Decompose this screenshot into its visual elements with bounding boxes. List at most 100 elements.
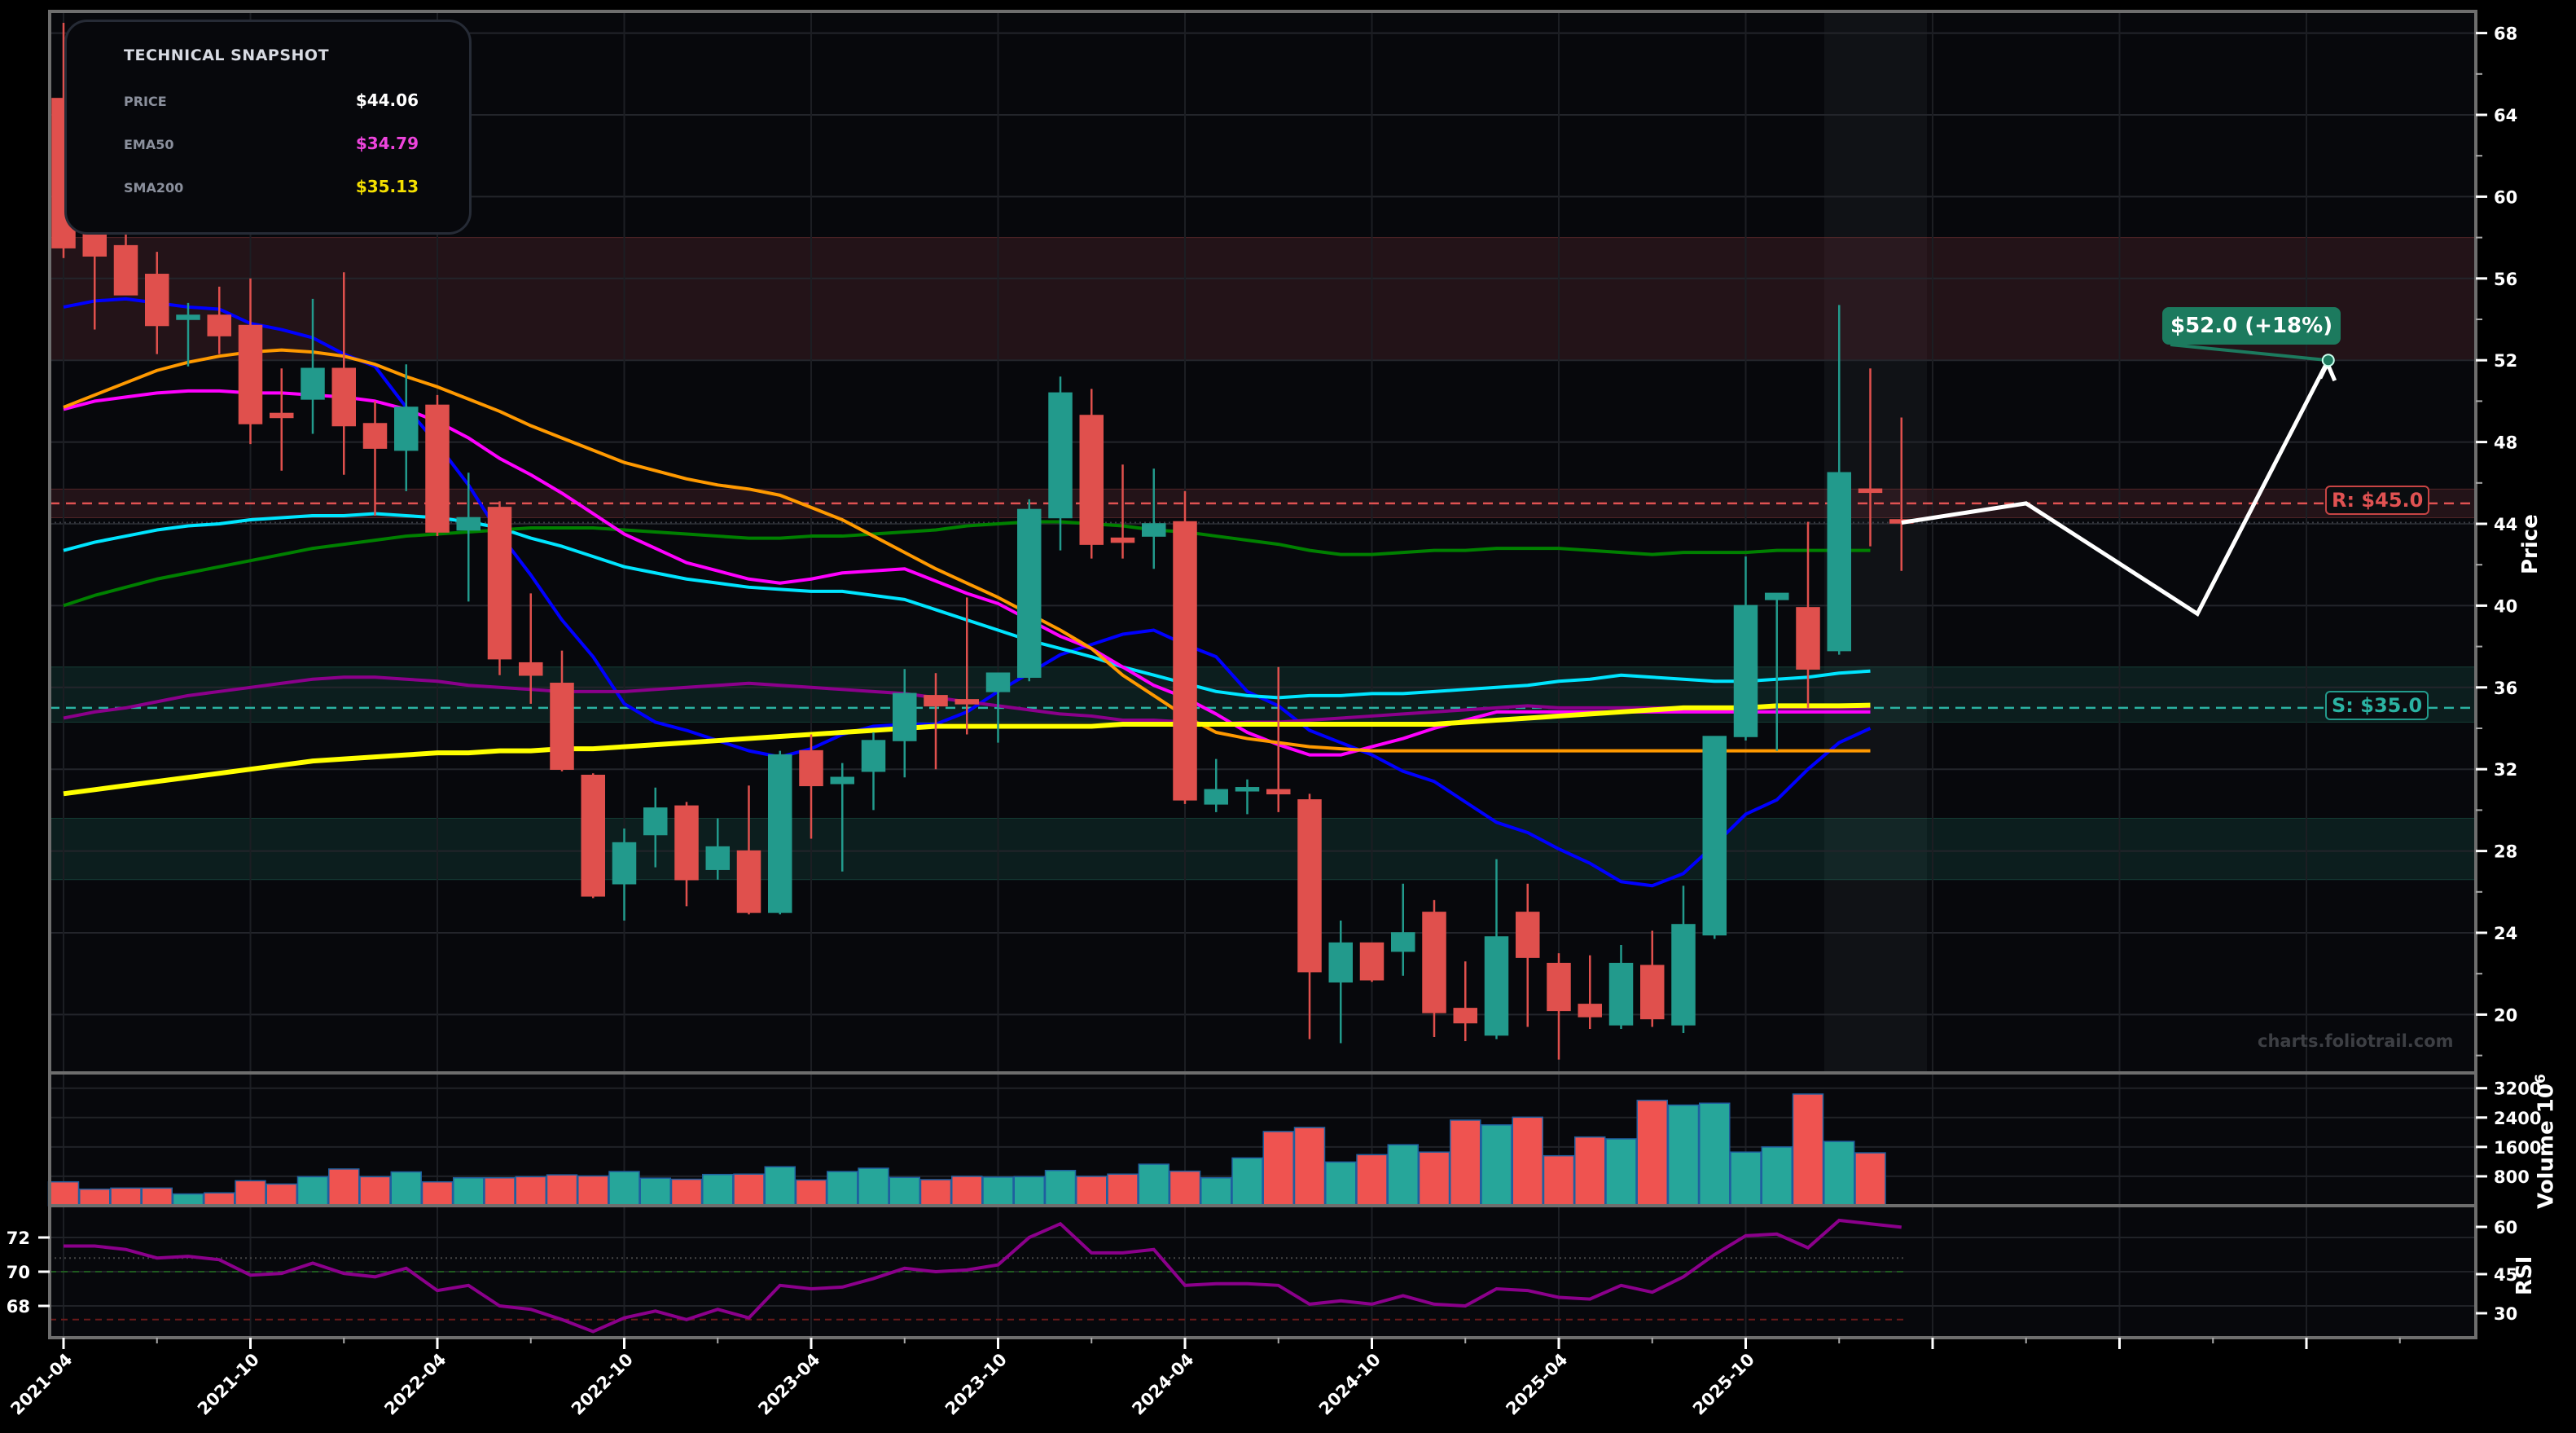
volume-bar: [1013, 1176, 1045, 1207]
candle: [331, 367, 356, 427]
candle: [1671, 924, 1696, 1026]
volume-bar: [1138, 1163, 1170, 1207]
candle: [1204, 789, 1228, 805]
svg-text:52: 52: [2494, 351, 2517, 371]
candle: [643, 807, 668, 836]
volume-bar: [546, 1174, 578, 1207]
volume-bar: [670, 1178, 703, 1207]
snapshot-value: $35.13: [355, 177, 419, 196]
volume-bar: [296, 1176, 329, 1207]
svg-text:40: 40: [2494, 596, 2517, 616]
rsi-line: [64, 1218, 1902, 1334]
line-sma100: [63, 520, 1871, 608]
snapshot-label: PRICE: [124, 94, 167, 109]
candle: [1547, 962, 1571, 1012]
candle: [487, 507, 512, 660]
candle: [1235, 787, 1260, 792]
snapshot-title: TECHNICAL SNAPSHOT: [124, 46, 330, 64]
volume-bar: [1699, 1102, 1731, 1207]
volume-bar: [1792, 1093, 1824, 1207]
volume-bar: [235, 1180, 266, 1207]
svg-text:800: 800: [2494, 1167, 2530, 1187]
volume-bar: [1450, 1119, 1481, 1207]
snapshot-value: $34.79: [355, 134, 419, 153]
volume-bar: [1667, 1104, 1700, 1207]
volume-bar: [172, 1193, 204, 1207]
candle: [893, 692, 917, 741]
volume-bar: [982, 1176, 1014, 1207]
svg-text:1600: 1600: [2494, 1138, 2541, 1158]
candle: [1484, 936, 1509, 1036]
candle: [1359, 942, 1385, 981]
candle: [1733, 604, 1758, 737]
svg-text:36: 36: [2494, 679, 2517, 698]
candle: [768, 754, 792, 913]
volume-bar: [515, 1176, 546, 1207]
candle: [736, 850, 761, 913]
candle: [1079, 415, 1104, 545]
candle: [238, 324, 263, 424]
x-tick-label: 2021-04: [7, 1350, 76, 1419]
svg-text:72: 72: [7, 1229, 30, 1248]
svg-text:68: 68: [2494, 24, 2517, 44]
svg-text:60: 60: [2494, 187, 2517, 207]
candle: [1328, 942, 1353, 982]
volume-bar: [1574, 1136, 1606, 1207]
svg-text:64: 64: [2494, 106, 2517, 125]
line-ema50: [63, 389, 1871, 757]
volume-bar: [110, 1187, 142, 1207]
candle: [799, 749, 823, 787]
volume-bar: [484, 1176, 516, 1207]
candle: [1765, 592, 1789, 600]
svg-text:3200: 3200: [2494, 1079, 2541, 1099]
x-tick-label: 2024-10: [1315, 1350, 1385, 1419]
support-zone: [49, 817, 2477, 881]
svg-text:56: 56: [2494, 270, 2517, 289]
volume-bar: [733, 1173, 765, 1207]
candle: [145, 274, 169, 327]
x-tick-label: 2025-04: [1502, 1350, 1571, 1419]
svg-text:30: 30: [2494, 1304, 2517, 1324]
volume-bar: [1854, 1152, 1886, 1207]
volume-bar: [79, 1188, 111, 1207]
svg-text:24: 24: [2494, 924, 2517, 943]
x-tick-label: 2022-04: [380, 1350, 450, 1419]
volume-bar: [141, 1187, 173, 1207]
svg-text:28: 28: [2494, 842, 2517, 862]
svg-text:48: 48: [2494, 433, 2517, 453]
candle: [550, 683, 574, 770]
candle: [705, 846, 730, 870]
candle: [362, 423, 388, 449]
volume-bar: [359, 1176, 391, 1207]
candle: [1110, 537, 1135, 543]
support-label: S: $35.0: [2325, 691, 2429, 720]
candle: [861, 740, 886, 772]
target-marker: [2321, 354, 2335, 367]
volume-bar: [1169, 1170, 1201, 1207]
svg-text:44: 44: [2494, 515, 2517, 534]
snapshot-row-price: PRICE $44.06: [124, 90, 419, 110]
candle: [830, 776, 854, 785]
volume-bar: [1512, 1116, 1543, 1207]
volume-bar: [764, 1166, 796, 1207]
x-tick-label: 2021-10: [194, 1350, 263, 1419]
volume-bar: [919, 1179, 952, 1207]
candle: [612, 842, 637, 885]
svg-text:68: 68: [7, 1297, 30, 1317]
candle: [1048, 392, 1073, 519]
candle: [1702, 736, 1727, 936]
volume-bar: [608, 1171, 640, 1207]
svg-text:45: 45: [2494, 1265, 2517, 1285]
volume-bar: [639, 1177, 671, 1207]
volume-bar: [1107, 1173, 1139, 1207]
x-tick-label: 2022-10: [568, 1350, 637, 1419]
volume-bar: [1262, 1131, 1294, 1207]
candle: [1796, 607, 1820, 670]
svg-text:2400: 2400: [2494, 1109, 2541, 1128]
volume-bar: [453, 1176, 485, 1207]
volume-bar: [1636, 1099, 1668, 1207]
volume-bar: [1200, 1176, 1232, 1207]
candle: [425, 404, 450, 533]
volume-bar: [702, 1173, 734, 1207]
candle: [519, 662, 543, 676]
